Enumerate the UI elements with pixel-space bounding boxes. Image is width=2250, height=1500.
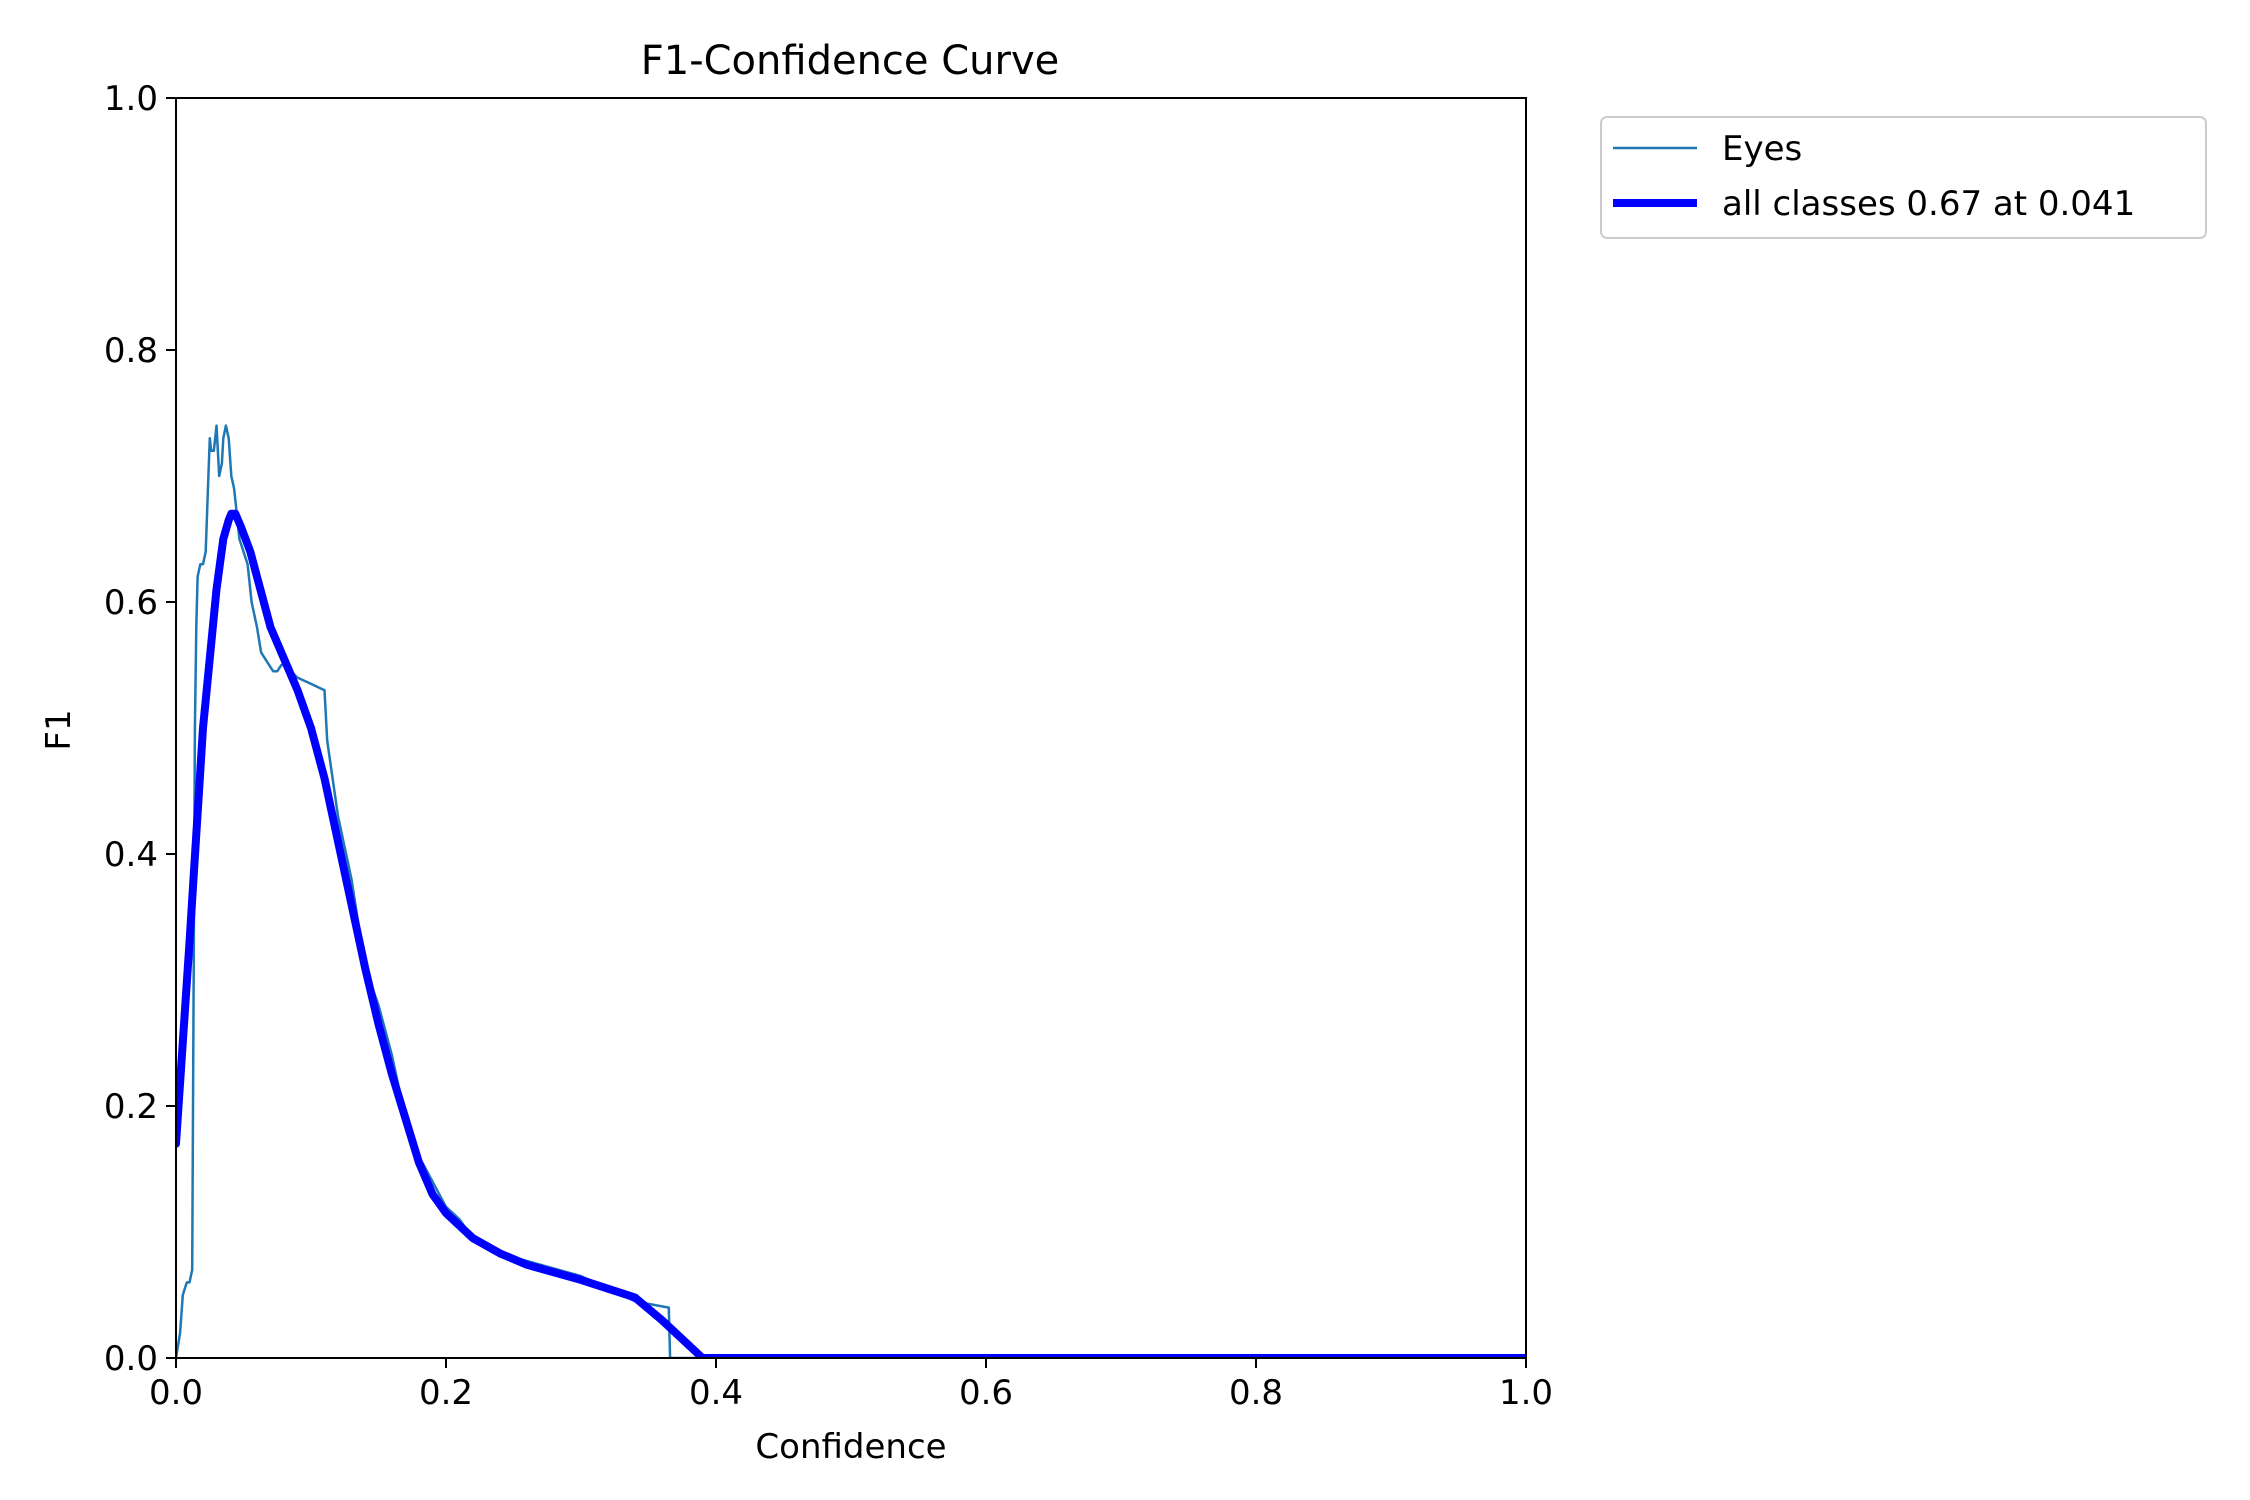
x-axis: 0.0 0.2 0.4 0.6 0.8 1.0 bbox=[149, 1358, 1553, 1413]
x-tick-label: 0.0 bbox=[149, 1373, 203, 1413]
x-tick-label: 0.2 bbox=[419, 1373, 473, 1413]
legend-label: all classes 0.67 at 0.041 bbox=[1722, 184, 2135, 224]
y-tick-label: 0.0 bbox=[104, 1339, 158, 1379]
plot-frame bbox=[175, 97, 1527, 1359]
legend-box bbox=[1600, 116, 2207, 239]
x-tick-label: 0.6 bbox=[959, 1373, 1013, 1413]
x-tick-label: 0.8 bbox=[1229, 1373, 1283, 1413]
y-axis-label: F1 bbox=[39, 709, 79, 750]
y-axis: 0.0 0.2 0.4 0.6 0.8 1.0 bbox=[104, 79, 176, 1379]
x-tick-label: 0.4 bbox=[689, 1373, 743, 1413]
series-line-all-classes bbox=[176, 509, 1526, 1358]
y-tick-label: 0.6 bbox=[104, 583, 158, 623]
legend: Eyes all classes 0.67 at 0.041 bbox=[1600, 116, 2207, 239]
x-tick-label: 1.0 bbox=[1499, 1373, 1553, 1413]
plot-area bbox=[175, 97, 1527, 1359]
y-tick-label: 0.8 bbox=[104, 331, 158, 371]
y-tick-label: 0.2 bbox=[104, 1087, 158, 1127]
legend-label: Eyes bbox=[1722, 129, 1802, 169]
series-line-eyes bbox=[176, 424, 1526, 1358]
series-layer bbox=[176, 424, 1526, 1358]
chart-title: F1-Confidence Curve bbox=[641, 38, 1060, 84]
x-axis-label: Confidence bbox=[755, 1427, 946, 1467]
y-tick-label: 1.0 bbox=[104, 79, 158, 119]
y-tick-label: 0.4 bbox=[104, 835, 158, 875]
